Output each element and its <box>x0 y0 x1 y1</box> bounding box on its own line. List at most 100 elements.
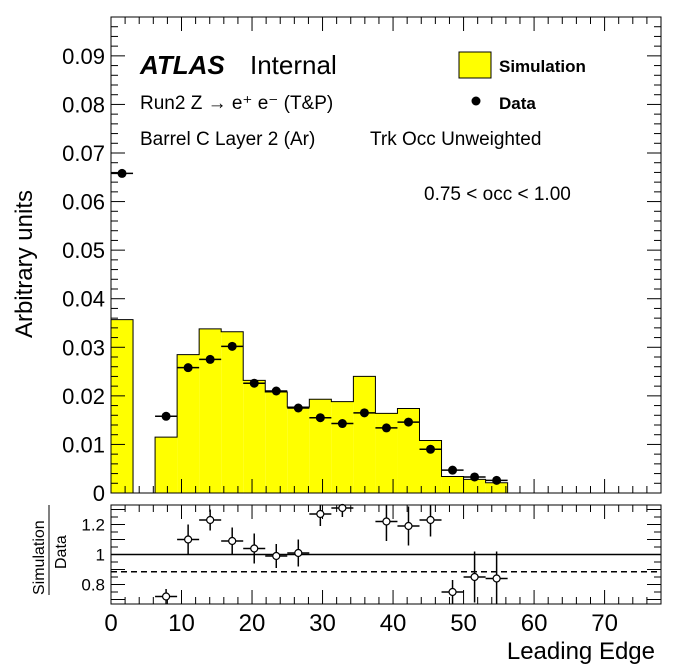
ratio-point <box>426 515 435 525</box>
data-point <box>293 403 303 413</box>
y-tick-label: 0.08 <box>62 92 105 117</box>
simulation-bar <box>353 376 376 493</box>
simulation-bar <box>375 413 398 493</box>
data-point <box>315 413 325 423</box>
data-points <box>111 168 508 485</box>
data-point <box>492 475 502 485</box>
ratio-y-title-denominator: Data <box>53 535 70 569</box>
data-point <box>271 386 281 396</box>
ratio-point <box>492 574 501 583</box>
ratio-y-title-numerator: Simulation <box>31 520 48 595</box>
occupancy-range-label: 0.75 < occ < 1.00 <box>424 184 571 205</box>
simulation-bar <box>419 440 442 493</box>
ratio-point <box>184 535 193 544</box>
data-point <box>359 408 369 418</box>
main-panel: 0 0.01 0.02 0.03 0.04 0.05 0.06 0.07 0.08 0.09 <box>62 16 662 506</box>
ratio-y-axis-title: Simulation Data <box>31 505 70 595</box>
simulation-bar <box>199 328 222 493</box>
legend-simulation-label: Simulation <box>499 57 586 76</box>
x-axis-title: Leading Edge <box>507 638 655 665</box>
legend-data-label: Data <box>499 94 536 113</box>
ratio-point <box>206 515 215 525</box>
data-point <box>117 168 127 178</box>
ratio-point <box>250 544 259 553</box>
legend-data-marker <box>471 96 481 106</box>
data-point <box>205 354 215 364</box>
x-tick-label: 0 <box>104 610 117 637</box>
simulation-bar <box>243 380 266 493</box>
simulation-bar <box>397 408 420 493</box>
data-point <box>381 423 391 433</box>
main-axis-ticks <box>110 16 662 494</box>
x-tick-label: 20 <box>239 610 266 637</box>
ratio-point <box>161 592 171 601</box>
y-tick-label: 0.01 <box>62 432 105 457</box>
ratio-panel: 0.8 1 1.2 0 10 20 30 40 50 60 70 <box>81 503 662 637</box>
x-tick-label: 70 <box>591 610 618 637</box>
x-tick-label: 30 <box>309 610 336 637</box>
x-tick-label: 40 <box>380 610 407 637</box>
data-point <box>426 444 436 454</box>
simulation-bar <box>221 331 244 493</box>
x-tick-label: 50 <box>450 610 477 637</box>
data-point <box>249 378 259 388</box>
simulation-bar <box>155 437 178 493</box>
simulation-bar <box>111 319 134 493</box>
main-plot-frame <box>110 16 662 494</box>
simulation-bar <box>287 407 310 493</box>
simulation-bar <box>309 399 332 493</box>
selection-label: Run2 Z → e⁺ e⁻ (T&P) <box>140 93 333 114</box>
data-point <box>183 363 193 373</box>
y-tick-label: 0.03 <box>62 335 105 360</box>
y-tick-label: 0.02 <box>62 384 105 409</box>
ratio-point <box>272 551 281 561</box>
ratio-point <box>470 572 479 582</box>
y-tick-label: 0.06 <box>62 190 105 215</box>
ratio-point <box>338 503 347 513</box>
main-y-tick-labels: 0 0.01 0.02 0.03 0.04 0.05 0.06 0.07 0.08 0.09 <box>62 44 105 506</box>
ratio-point <box>228 536 237 546</box>
simulation-histogram <box>110 319 509 494</box>
x-tick-labels: 0 10 20 30 40 50 60 70 <box>104 610 618 637</box>
weighting-label: Trk Occ Unweighted <box>370 129 541 150</box>
legend-simulation-swatch <box>458 51 492 79</box>
simulation-bar <box>441 476 464 493</box>
simulation-bar <box>265 391 288 493</box>
simulation-bar <box>485 482 508 493</box>
y-tick-label: 0 <box>93 481 105 506</box>
x-tick-label: 60 <box>521 610 548 637</box>
internal-label: Internal <box>250 50 337 80</box>
data-point <box>448 465 458 475</box>
ratio-point <box>382 517 391 526</box>
ratio-y-tick-label: 0.8 <box>81 576 105 595</box>
x-tick-label: 10 <box>168 610 195 637</box>
ratio-point <box>316 509 325 519</box>
ratio-point <box>404 521 413 531</box>
data-point <box>161 411 171 421</box>
ratio-axis-ticks <box>110 505 662 604</box>
simulation-bar <box>463 479 486 493</box>
y-tick-label: 0.04 <box>62 287 105 312</box>
ratio-plot-frame <box>110 504 662 605</box>
data-point <box>227 341 237 351</box>
y-tick-label: 0.09 <box>62 44 105 69</box>
ratio-y-tick-labels: 0.8 1 1.2 <box>81 516 105 595</box>
ratio-point <box>294 548 303 558</box>
legend: Simulation Data <box>458 51 586 113</box>
data-point <box>470 472 480 482</box>
y-tick-label: 0.07 <box>62 141 105 166</box>
ratio-y-tick-label: 1.2 <box>81 516 105 535</box>
region-label: Barrel C Layer 2 (Ar) <box>140 129 315 150</box>
simulation-bar <box>177 354 200 493</box>
data-point <box>403 417 413 427</box>
ratio-reference-lines <box>111 553 661 573</box>
y-axis-title: Arbitrary units <box>11 190 38 338</box>
data-point <box>337 419 347 429</box>
simulation-bar <box>331 401 354 493</box>
ratio-point <box>448 587 457 597</box>
y-tick-label: 0.05 <box>62 238 105 263</box>
atlas-label: ATLAS <box>139 50 225 80</box>
ratio-points <box>155 503 508 604</box>
ratio-y-tick-label: 1 <box>96 546 105 565</box>
